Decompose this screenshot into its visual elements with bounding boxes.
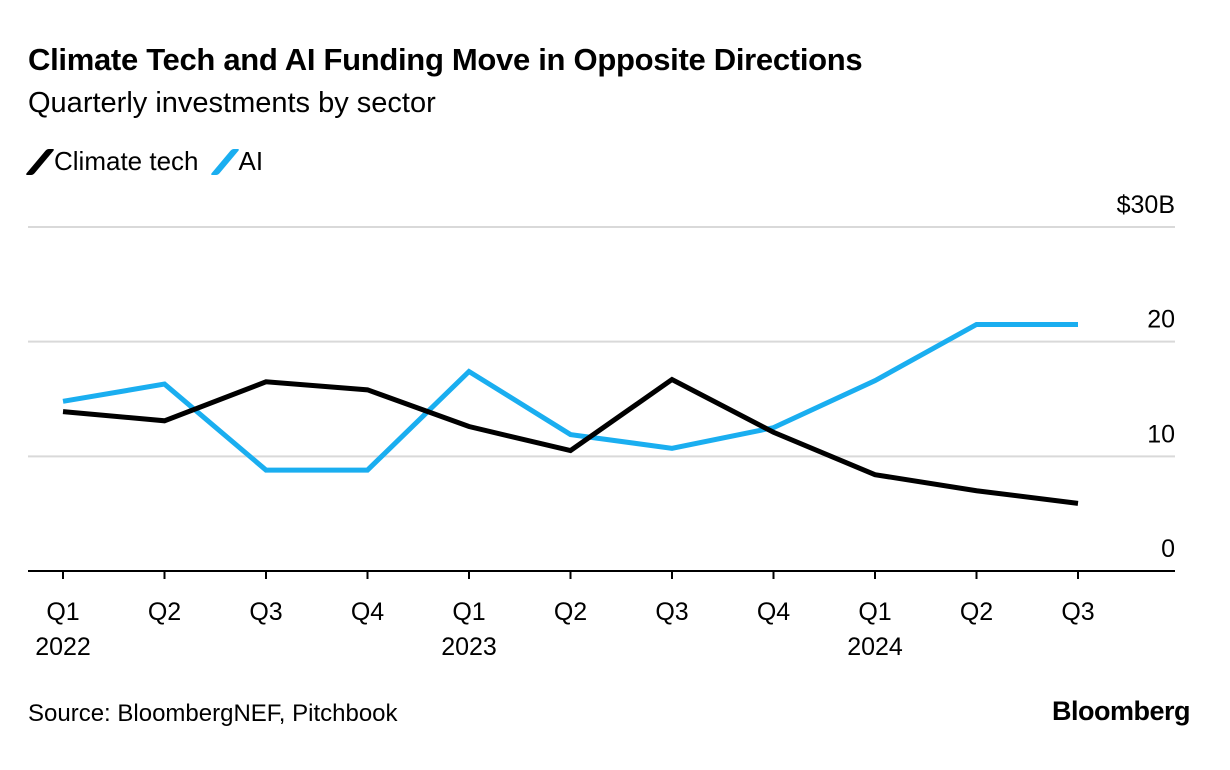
y-tick-label: 0 [1161,535,1175,563]
x-tick-label: Q1 [452,598,485,626]
x-tick-label: Q3 [655,598,688,626]
chart-subtitle: Quarterly investments by sector [28,87,436,119]
x-tick-label: Q2 [148,598,181,626]
x-tick-label: Q3 [249,598,282,626]
x-tick-label: Q4 [351,598,384,626]
y-tick-label: 20 [1147,306,1175,334]
x-tick-label: Q2 [554,598,587,626]
chart-title: Climate Tech and AI Funding Move in Oppo… [28,42,863,77]
series-line-ai [62,321,1078,473]
legend-label-climate: Climate tech [54,146,199,176]
source-note: Source: BloombergNEF, Pitchbook [28,700,398,727]
x-tick-label: Q1 [46,598,79,626]
series-line-climate-tech [62,376,1079,506]
x-tick-label: Q1 [858,598,891,626]
x-tick-year: 2024 [847,633,903,661]
legend: Climate tech AI [25,146,277,177]
x-tick-label: Q3 [1061,598,1094,626]
legend-label-ai: AI [238,146,264,176]
legend-item-ai: AI [209,146,264,177]
bloomberg-logo: Bloomberg [1051,696,1191,726]
y-tick-label: 10 [1147,420,1175,448]
legend-item-climate: Climate tech [25,146,199,177]
x-tick-year: 2023 [441,633,497,661]
x-tick-label: Q2 [960,598,993,626]
x-tick-year: 2022 [35,633,91,661]
x-tick-label: Q4 [757,598,790,626]
y-tick-label: $30B [1117,191,1175,219]
